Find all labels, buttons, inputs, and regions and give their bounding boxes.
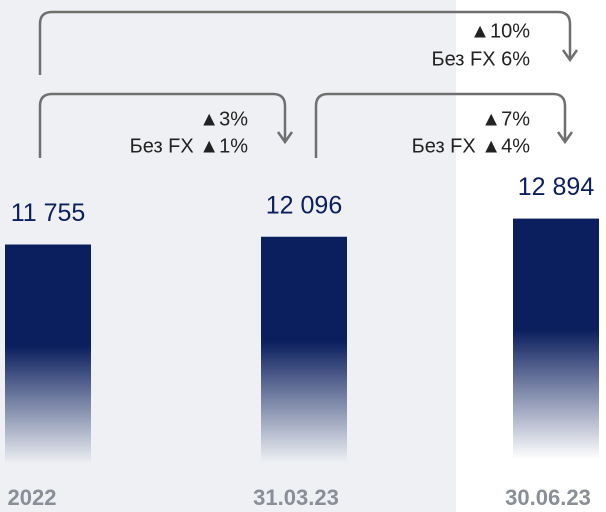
annotation: ▲3% <box>199 108 248 130</box>
value-label: 12 894 <box>518 173 595 201</box>
bar <box>513 218 599 512</box>
annotation: Без FX 6% <box>431 48 530 70</box>
arrowhead <box>556 131 574 145</box>
annotation: Без FX ▲1% <box>130 135 249 157</box>
value-label: 11 755 <box>11 199 86 227</box>
x-tick-label: 31.03.23 <box>253 485 339 510</box>
annotation: Без FX ▲4% <box>412 135 531 157</box>
annotation: ▲7% <box>481 108 530 130</box>
annotation: ▲10% <box>470 20 530 42</box>
arrowhead <box>276 131 294 145</box>
x-tick-label: 30.06.23 <box>505 485 591 510</box>
bar <box>5 244 91 512</box>
value-label: 12 096 <box>266 191 342 219</box>
arrow <box>314 92 567 158</box>
arrow <box>38 92 287 158</box>
arrowhead <box>561 49 579 63</box>
x-tick-label: 2022 <box>8 485 57 510</box>
bar <box>261 236 347 512</box>
arrow <box>38 10 572 75</box>
